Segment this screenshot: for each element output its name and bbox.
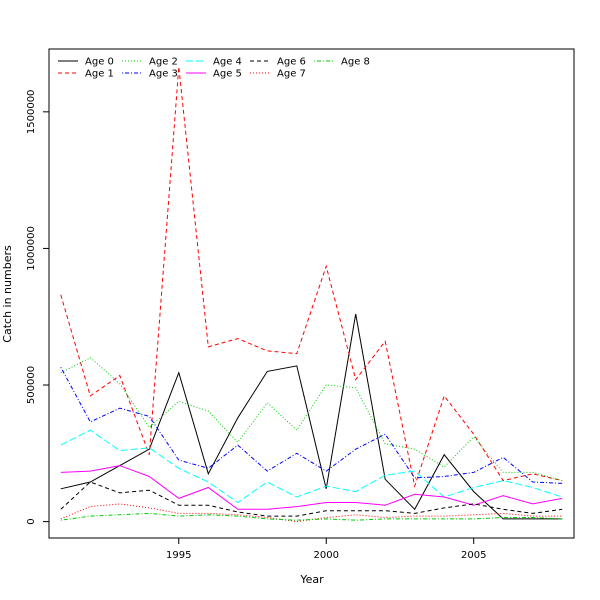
- x-tick-label: 2005: [461, 550, 486, 561]
- plot-frame: [48, 48, 575, 539]
- series-line-age-0: [60, 313, 563, 520]
- series-line-age-5: [60, 465, 563, 510]
- y-tick-label: 0: [26, 518, 37, 524]
- series-line-age-7: [60, 503, 563, 523]
- x-tick-label: 1995: [166, 550, 191, 561]
- y-axis-title: Catch in numbers: [1, 245, 14, 343]
- legend-label: Age 7: [277, 69, 306, 80]
- legend-label: Age 5: [213, 69, 242, 80]
- series-layer: [60, 66, 563, 523]
- legend-label: Age 8: [341, 57, 370, 68]
- legend-label: Age 3: [149, 69, 178, 80]
- x-axis: 1995 2000 2005: [166, 538, 486, 561]
- legend-label: Age 4: [213, 57, 242, 68]
- y-tick-label: 1500000: [26, 90, 37, 135]
- series-line-age-1: [60, 66, 563, 489]
- series-line-age-8: [60, 512, 563, 521]
- legend-label: Age 0: [85, 57, 114, 68]
- series-line-age-3: [60, 367, 563, 484]
- legend-label: Age 1: [85, 69, 114, 80]
- x-tick-label: 2000: [314, 550, 339, 561]
- y-axis: 0 500000 1000000 1500000: [26, 90, 49, 525]
- series-line-age-4: [60, 429, 563, 504]
- x-axis-title: Year: [299, 573, 324, 586]
- legend-label: Age 2: [149, 57, 178, 68]
- y-tick-label: 1000000: [26, 226, 37, 271]
- legend-label: Age 6: [277, 57, 306, 68]
- y-tick-label: 500000: [26, 366, 37, 404]
- series-line-age-6: [60, 481, 563, 517]
